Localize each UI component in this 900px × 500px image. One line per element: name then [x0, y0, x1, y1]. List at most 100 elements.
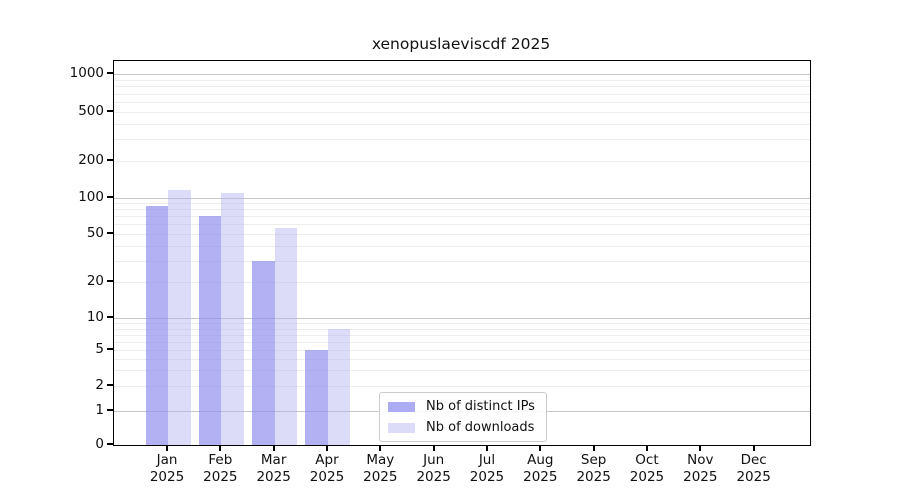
bar-downloads-mar: [274, 228, 298, 445]
x-tick-label: Jan 2025: [127, 452, 207, 486]
x-tick-label: Feb 2025: [180, 452, 260, 486]
y-tick-label: 50: [86, 225, 104, 241]
x-tick-year: 2025: [469, 469, 505, 485]
x-tick: [219, 445, 222, 451]
legend-swatch-distinct-ips-icon: [388, 401, 415, 412]
gridline-minor: [114, 123, 810, 125]
x-tick-year: 2025: [576, 469, 611, 485]
x-tick: [485, 445, 488, 451]
gridline-minor: [114, 161, 810, 162]
chart-title: xenopuslaeviscdf 2025: [371, 35, 551, 53]
gridline-minor: [114, 209, 810, 211]
plot-area: [113, 60, 811, 446]
y-tick: [107, 408, 113, 411]
bar-downloads-feb: [221, 192, 244, 445]
y-tick-label: 100: [78, 188, 104, 205]
x-tick-month: Nov: [687, 452, 714, 468]
gridline-major: [114, 318, 810, 320]
bar-distinct-ips-apr: [305, 350, 328, 445]
x-tick-year: 2025: [363, 469, 398, 485]
x-tick-month: Jan: [156, 452, 178, 468]
gridline-minor: [114, 328, 810, 330]
gridline-minor: [114, 224, 810, 226]
gridline-minor: [114, 203, 810, 205]
legend-label-downloads: Nb of downloads: [426, 420, 535, 435]
gridline-minor: [114, 245, 810, 247]
x-tick: [592, 445, 595, 451]
x-tick-month: Sep: [580, 452, 607, 468]
bar-distinct-ips-feb: [198, 216, 222, 445]
x-tick-label: Apr 2025: [287, 452, 367, 486]
legend-item-distinct-ips: Nb of distinct IPs: [388, 397, 538, 416]
x-tick-month: Feb: [208, 452, 233, 468]
y-tick: [107, 72, 113, 75]
y-tick: [107, 195, 113, 198]
y-tick: [107, 280, 113, 282]
x-tick: [432, 445, 435, 451]
y-tick: [107, 348, 113, 350]
y-tick: [107, 316, 113, 319]
y-tick: [107, 384, 113, 386]
gridline-minor: [114, 86, 810, 88]
gridline-minor: [114, 350, 810, 351]
x-tick-month: Jun: [423, 452, 445, 468]
x-tick-year: 2025: [149, 469, 185, 485]
gridline-minor: [114, 112, 810, 113]
x-tick: [379, 445, 382, 451]
y-tick: [107, 232, 113, 234]
x-tick-month: Apr: [315, 452, 339, 468]
gridline-minor: [114, 370, 810, 372]
gridline-minor: [114, 341, 810, 343]
x-tick-month: Dec: [740, 452, 767, 468]
x-tick-month: May: [366, 452, 395, 468]
y-tick-label: 500: [78, 103, 104, 119]
x-tick-year: 2025: [629, 469, 665, 485]
x-tick-month: Aug: [527, 452, 554, 468]
gridline-minor: [114, 334, 810, 336]
x-tick-label: Mar 2025: [234, 452, 314, 486]
y-tick-label: 10: [86, 309, 104, 326]
x-tick: [325, 445, 328, 451]
x-tick-year: 2025: [683, 469, 718, 485]
gridline-minor: [114, 139, 810, 141]
x-tick-year: 2025: [203, 469, 238, 485]
x-tick-year: 2025: [736, 469, 771, 485]
x-tick-year: 2025: [523, 469, 558, 485]
x-tick: [699, 445, 702, 451]
x-tick-year: 2025: [416, 469, 451, 485]
x-tick-label: Jul 2025: [447, 452, 527, 486]
x-tick-label: Dec 2025: [714, 452, 794, 486]
y-tick-label: 0: [95, 436, 104, 452]
y-tick-label: 1: [95, 401, 104, 418]
bar-downloads-jan: [168, 190, 191, 445]
legend-swatch-downloads-icon: [388, 422, 415, 433]
bar-distinct-ips-jan: [145, 206, 168, 445]
gridline-minor: [114, 323, 810, 325]
x-tick-label: May 2025: [340, 452, 420, 486]
gridline-minor: [114, 80, 810, 82]
gridline-minor: [114, 102, 810, 104]
x-tick: [645, 445, 648, 451]
gridline-minor: [114, 386, 810, 387]
x-tick-label: Jun 2025: [394, 452, 474, 486]
y-tick: [107, 443, 113, 445]
x-tick-month: Jul: [478, 452, 496, 468]
x-tick-month: Mar: [260, 452, 287, 468]
y-tick-label: 200: [78, 152, 104, 168]
gridline-major: [114, 197, 810, 199]
gridline-minor: [114, 93, 810, 95]
y-tick: [107, 110, 113, 112]
gridline-minor: [114, 260, 810, 262]
x-tick-label: Oct 2025: [607, 452, 687, 486]
legend: Nb of distinct IPs Nb of downloads: [379, 392, 547, 442]
y-tick-label: 20: [86, 273, 104, 289]
gridline-minor: [114, 282, 810, 283]
bar-downloads-apr: [327, 328, 351, 445]
y-tick: [107, 159, 113, 161]
gridline-minor: [114, 234, 810, 235]
y-tick-label: 2: [95, 377, 104, 393]
legend-item-downloads: Nb of downloads: [388, 418, 538, 437]
x-tick-year: 2025: [256, 469, 291, 485]
x-tick: [539, 445, 542, 451]
